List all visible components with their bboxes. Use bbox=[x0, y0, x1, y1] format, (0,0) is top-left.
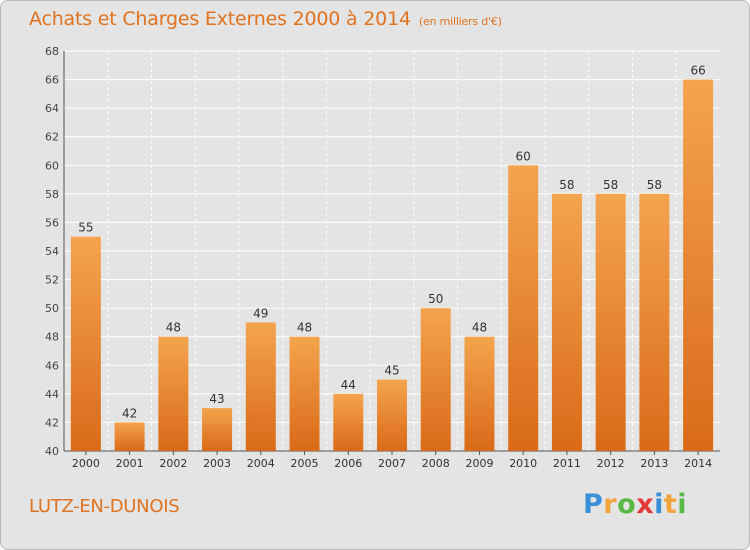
x-tick-label: 2004 bbox=[247, 457, 275, 470]
x-tick-label: 2011 bbox=[553, 457, 581, 470]
x-tick-label: 2009 bbox=[465, 457, 493, 470]
y-tick-label: 64 bbox=[45, 102, 59, 115]
x-tick-label: 2003 bbox=[203, 457, 231, 470]
y-tick-label: 62 bbox=[45, 131, 59, 144]
y-tick-label: 50 bbox=[45, 302, 59, 315]
bar bbox=[114, 422, 145, 451]
x-tick-label: 2000 bbox=[72, 457, 100, 470]
y-tick-label: 40 bbox=[45, 445, 59, 458]
data-label: 44 bbox=[341, 378, 356, 392]
y-tick-label: 52 bbox=[45, 274, 59, 287]
bar bbox=[595, 193, 626, 451]
data-label: 58 bbox=[603, 178, 618, 192]
proxiti-logo: Proxiti bbox=[583, 489, 687, 520]
bar bbox=[508, 165, 539, 452]
bar bbox=[333, 393, 364, 451]
unit-label: (en milliers d'€) bbox=[418, 15, 502, 28]
bar bbox=[639, 193, 670, 451]
x-tick-label: 2006 bbox=[334, 457, 362, 470]
x-tick-label: 2001 bbox=[116, 457, 144, 470]
y-tick-label: 48 bbox=[45, 331, 59, 344]
bar bbox=[377, 379, 407, 451]
bar bbox=[420, 308, 451, 451]
data-label: 48 bbox=[297, 321, 312, 335]
logo-letter: r bbox=[603, 489, 618, 520]
data-label: 42 bbox=[122, 406, 137, 420]
x-tick-label: 2012 bbox=[597, 457, 625, 470]
data-label: 45 bbox=[384, 364, 399, 378]
x-tick-label: 2002 bbox=[159, 457, 187, 470]
logo-letter: P bbox=[583, 489, 604, 520]
data-label: 48 bbox=[166, 321, 181, 335]
x-tick-label: 2014 bbox=[684, 457, 712, 470]
y-tick-label: 42 bbox=[45, 416, 59, 429]
bar bbox=[158, 336, 189, 451]
data-label: 43 bbox=[209, 392, 224, 406]
y-tick-label: 44 bbox=[45, 388, 59, 401]
data-label: 48 bbox=[472, 321, 487, 335]
chart-title: Achats et Charges Externes 2000 à 2014 (e… bbox=[29, 8, 502, 30]
bar bbox=[683, 79, 714, 452]
data-label: 49 bbox=[253, 306, 268, 320]
x-tick-label: 2005 bbox=[291, 457, 319, 470]
commune-name: LUTZ-EN-DUNOIS bbox=[29, 496, 180, 517]
data-label: 58 bbox=[559, 178, 574, 192]
data-label: 58 bbox=[647, 178, 662, 192]
logo-letter: o bbox=[617, 489, 637, 520]
data-label: 60 bbox=[516, 149, 531, 163]
bar bbox=[202, 408, 233, 451]
bar bbox=[551, 193, 582, 451]
y-tick-label: 54 bbox=[45, 245, 59, 258]
logo-letter: t bbox=[663, 489, 678, 520]
bar bbox=[289, 336, 320, 451]
data-label: 50 bbox=[428, 292, 443, 306]
x-tick-label: 2008 bbox=[422, 457, 450, 470]
x-tick-label: 2013 bbox=[640, 457, 668, 470]
bar bbox=[245, 322, 276, 451]
data-label: 55 bbox=[78, 221, 93, 235]
logo-letter: i bbox=[677, 489, 688, 520]
bar bbox=[70, 236, 101, 451]
data-label: 66 bbox=[690, 64, 705, 78]
x-tick-label: 2007 bbox=[378, 457, 406, 470]
y-tick-label: 46 bbox=[45, 359, 59, 372]
y-tick-label: 58 bbox=[45, 188, 59, 201]
y-tick-label: 68 bbox=[45, 45, 59, 58]
y-tick-label: 60 bbox=[45, 159, 59, 172]
x-tick-label: 2010 bbox=[509, 457, 537, 470]
y-tick-label: 56 bbox=[45, 216, 59, 229]
logo-letter: i bbox=[654, 489, 664, 520]
bar bbox=[464, 336, 495, 451]
y-tick-label: 66 bbox=[45, 74, 59, 87]
logo-letter: x bbox=[636, 489, 655, 520]
